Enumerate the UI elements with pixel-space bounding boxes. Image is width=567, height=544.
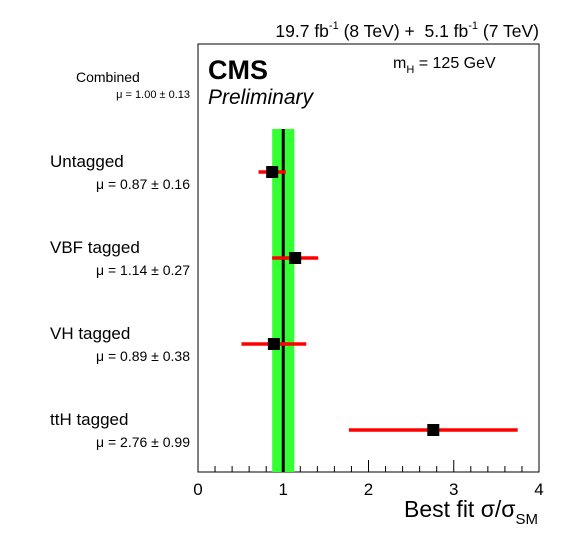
mass-label-sub: H [406, 64, 414, 76]
lumi-7tev-exp: -1 [468, 20, 478, 32]
lumi-7tev-suffix: (7 TeV) [478, 21, 539, 41]
x-axis-label: Best fit σ/σSM [404, 496, 538, 528]
category-label-vh: VH tagged [50, 324, 130, 343]
x-axis-label-main: Best fit σ/σ [404, 496, 515, 522]
x-tick-label: 2 [364, 480, 373, 499]
category-label-untagged: Untagged [50, 152, 124, 171]
x-tick-label: 0 [193, 480, 202, 499]
x-tick-label: 4 [534, 480, 543, 499]
combined-band-layer [272, 129, 294, 472]
marker-vh [268, 338, 280, 350]
lumi-8tev-prefix: 19.7 fb [275, 21, 329, 41]
category-mu-untagged: μ = 0.87 ± 0.16 [96, 176, 190, 192]
category-mu-vbf: μ = 1.14 ± 0.27 [96, 262, 190, 278]
combined-mu-text: μ = 1.00 ± 0.13 [116, 89, 190, 101]
mass-label-rest: = 125 GeV [414, 55, 496, 72]
category-mu-tth: μ = 2.76 ± 0.99 [96, 434, 190, 450]
marker-tth [427, 424, 439, 436]
marker-vbf [289, 252, 301, 264]
lumi-header: 19.7 fb-1 (8 TeV) + 5.1 fb-1 (7 TeV) [275, 20, 539, 41]
status-label: Preliminary [208, 86, 315, 109]
experiment-label: CMS [208, 55, 268, 85]
x-tick-label: 1 [279, 480, 288, 499]
category-label-layer: Combined μ = 1.00 ± 0.13 Untagged μ = 0.… [50, 69, 190, 450]
lumi-8tev-suffix: (8 TeV) + [339, 21, 425, 41]
mass-label-m: m [393, 55, 406, 72]
category-label-tth: ttH tagged [50, 410, 128, 429]
x-axis-label-sub: SM [516, 511, 539, 528]
lumi-7tev-prefix: 5.1 fb [424, 21, 468, 41]
lumi-8tev-exp: -1 [329, 20, 339, 32]
category-mu-vh: μ = 0.89 ± 0.38 [96, 348, 190, 364]
mass-label: mH = 125 GeV [393, 55, 496, 76]
combined-label: Combined [76, 69, 140, 85]
category-label-vbf: VBF tagged [50, 238, 140, 257]
marker-untagged [266, 166, 278, 178]
